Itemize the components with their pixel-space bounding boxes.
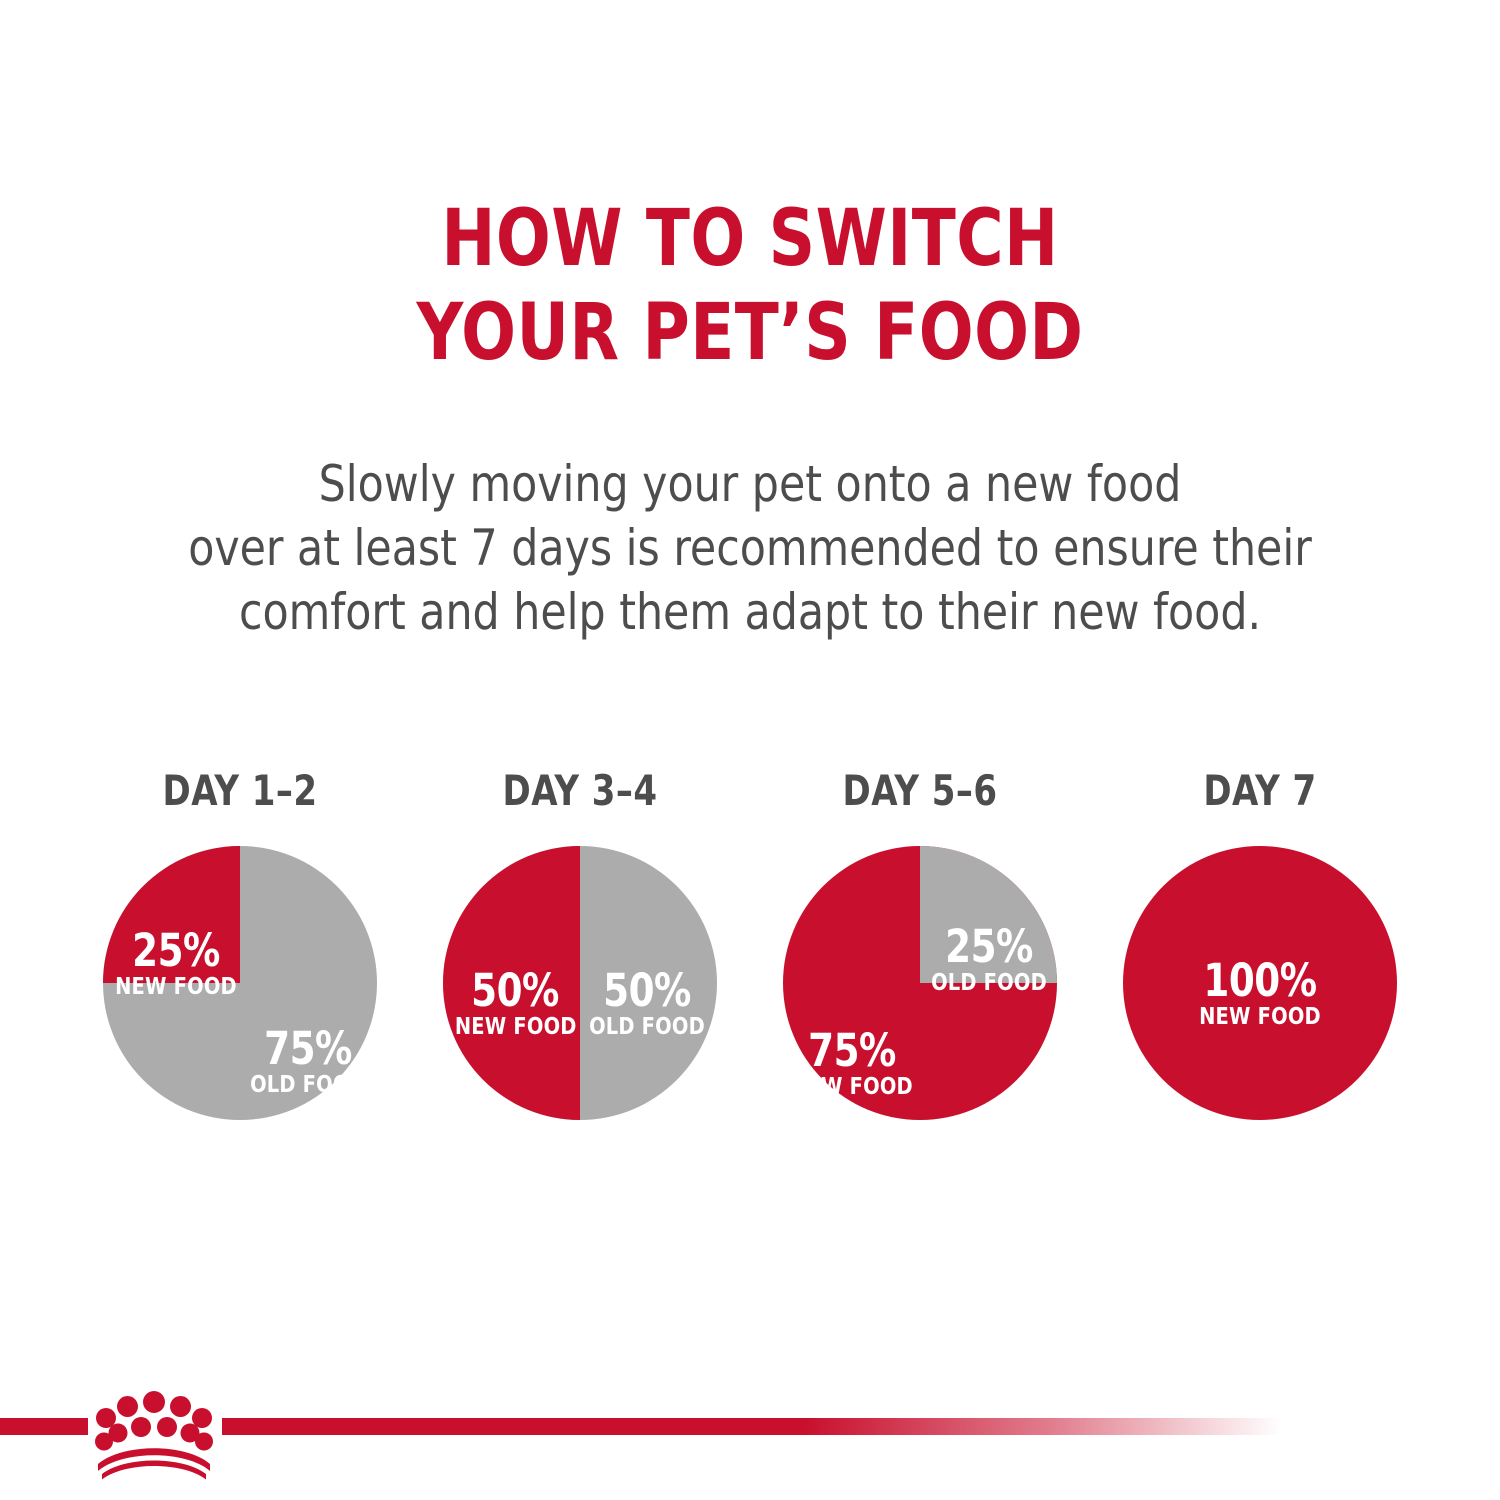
day-label-7: DAY 7	[1203, 766, 1317, 815]
pie-chart-day-5-6: 25% OLD FOOD 75% NEW FOOD	[783, 846, 1057, 1120]
slice-new-food	[1123, 846, 1397, 1120]
pie-svg-day-7	[1123, 846, 1397, 1120]
intro-line-3: comfort and help them adapt to their new…	[238, 583, 1262, 641]
pie-svg-day-3-4	[443, 846, 717, 1120]
day-label-1-2: DAY 1–2	[162, 766, 318, 815]
slice-old-food	[920, 846, 1057, 983]
pie-chart-day-3-4: 50% NEW FOOD 50% OLD FOOD	[443, 846, 717, 1120]
page-title: HOW TO SWITCH YOUR PET’S FOOD	[0, 192, 1500, 380]
pie-group-day-3-4: DAY 3–4 50% NEW FOOD 50% OLD FOOD	[410, 768, 750, 1168]
pie-group-day-5-6: DAY 5–6 25% OLD FOOD 75% NEW FOOD	[750, 768, 1090, 1168]
pie-chart-row: DAY 1–2 25% NEW FOOD 75% OLD FOOD DAY 3–…	[0, 768, 1500, 1168]
footer-rule-right	[222, 1418, 1282, 1435]
pie-group-day-7: DAY 7 100% NEW FOOD	[1090, 768, 1430, 1168]
intro-line-2: over at least 7 days is recommended to e…	[188, 519, 1312, 577]
crown-logo-svg	[95, 1391, 213, 1480]
intro-line-1: Slowly moving your pet onto a new food	[318, 455, 1182, 513]
pie-chart-day-1-2: 25% NEW FOOD 75% OLD FOOD	[103, 846, 377, 1120]
title-line-1: HOW TO SWITCH	[441, 194, 1059, 284]
crown-icon	[84, 1382, 224, 1482]
slice-new-food	[443, 846, 580, 1120]
pie-svg-day-5-6	[783, 846, 1057, 1120]
slice-new-food	[103, 846, 240, 983]
footer-rule-left	[0, 1418, 88, 1435]
pie-svg-day-1-2	[103, 846, 377, 1120]
day-label-5-6: DAY 5–6	[842, 766, 998, 815]
pie-chart-day-7: 100% NEW FOOD	[1123, 846, 1397, 1120]
intro-paragraph: Slowly moving your pet onto a new food o…	[0, 452, 1500, 644]
title-line-2: YOUR PET’S FOOD	[416, 288, 1084, 378]
pie-group-day-1-2: DAY 1–2 25% NEW FOOD 75% OLD FOOD	[70, 768, 410, 1168]
day-label-3-4: DAY 3–4	[502, 766, 658, 815]
footer	[0, 1382, 1500, 1500]
